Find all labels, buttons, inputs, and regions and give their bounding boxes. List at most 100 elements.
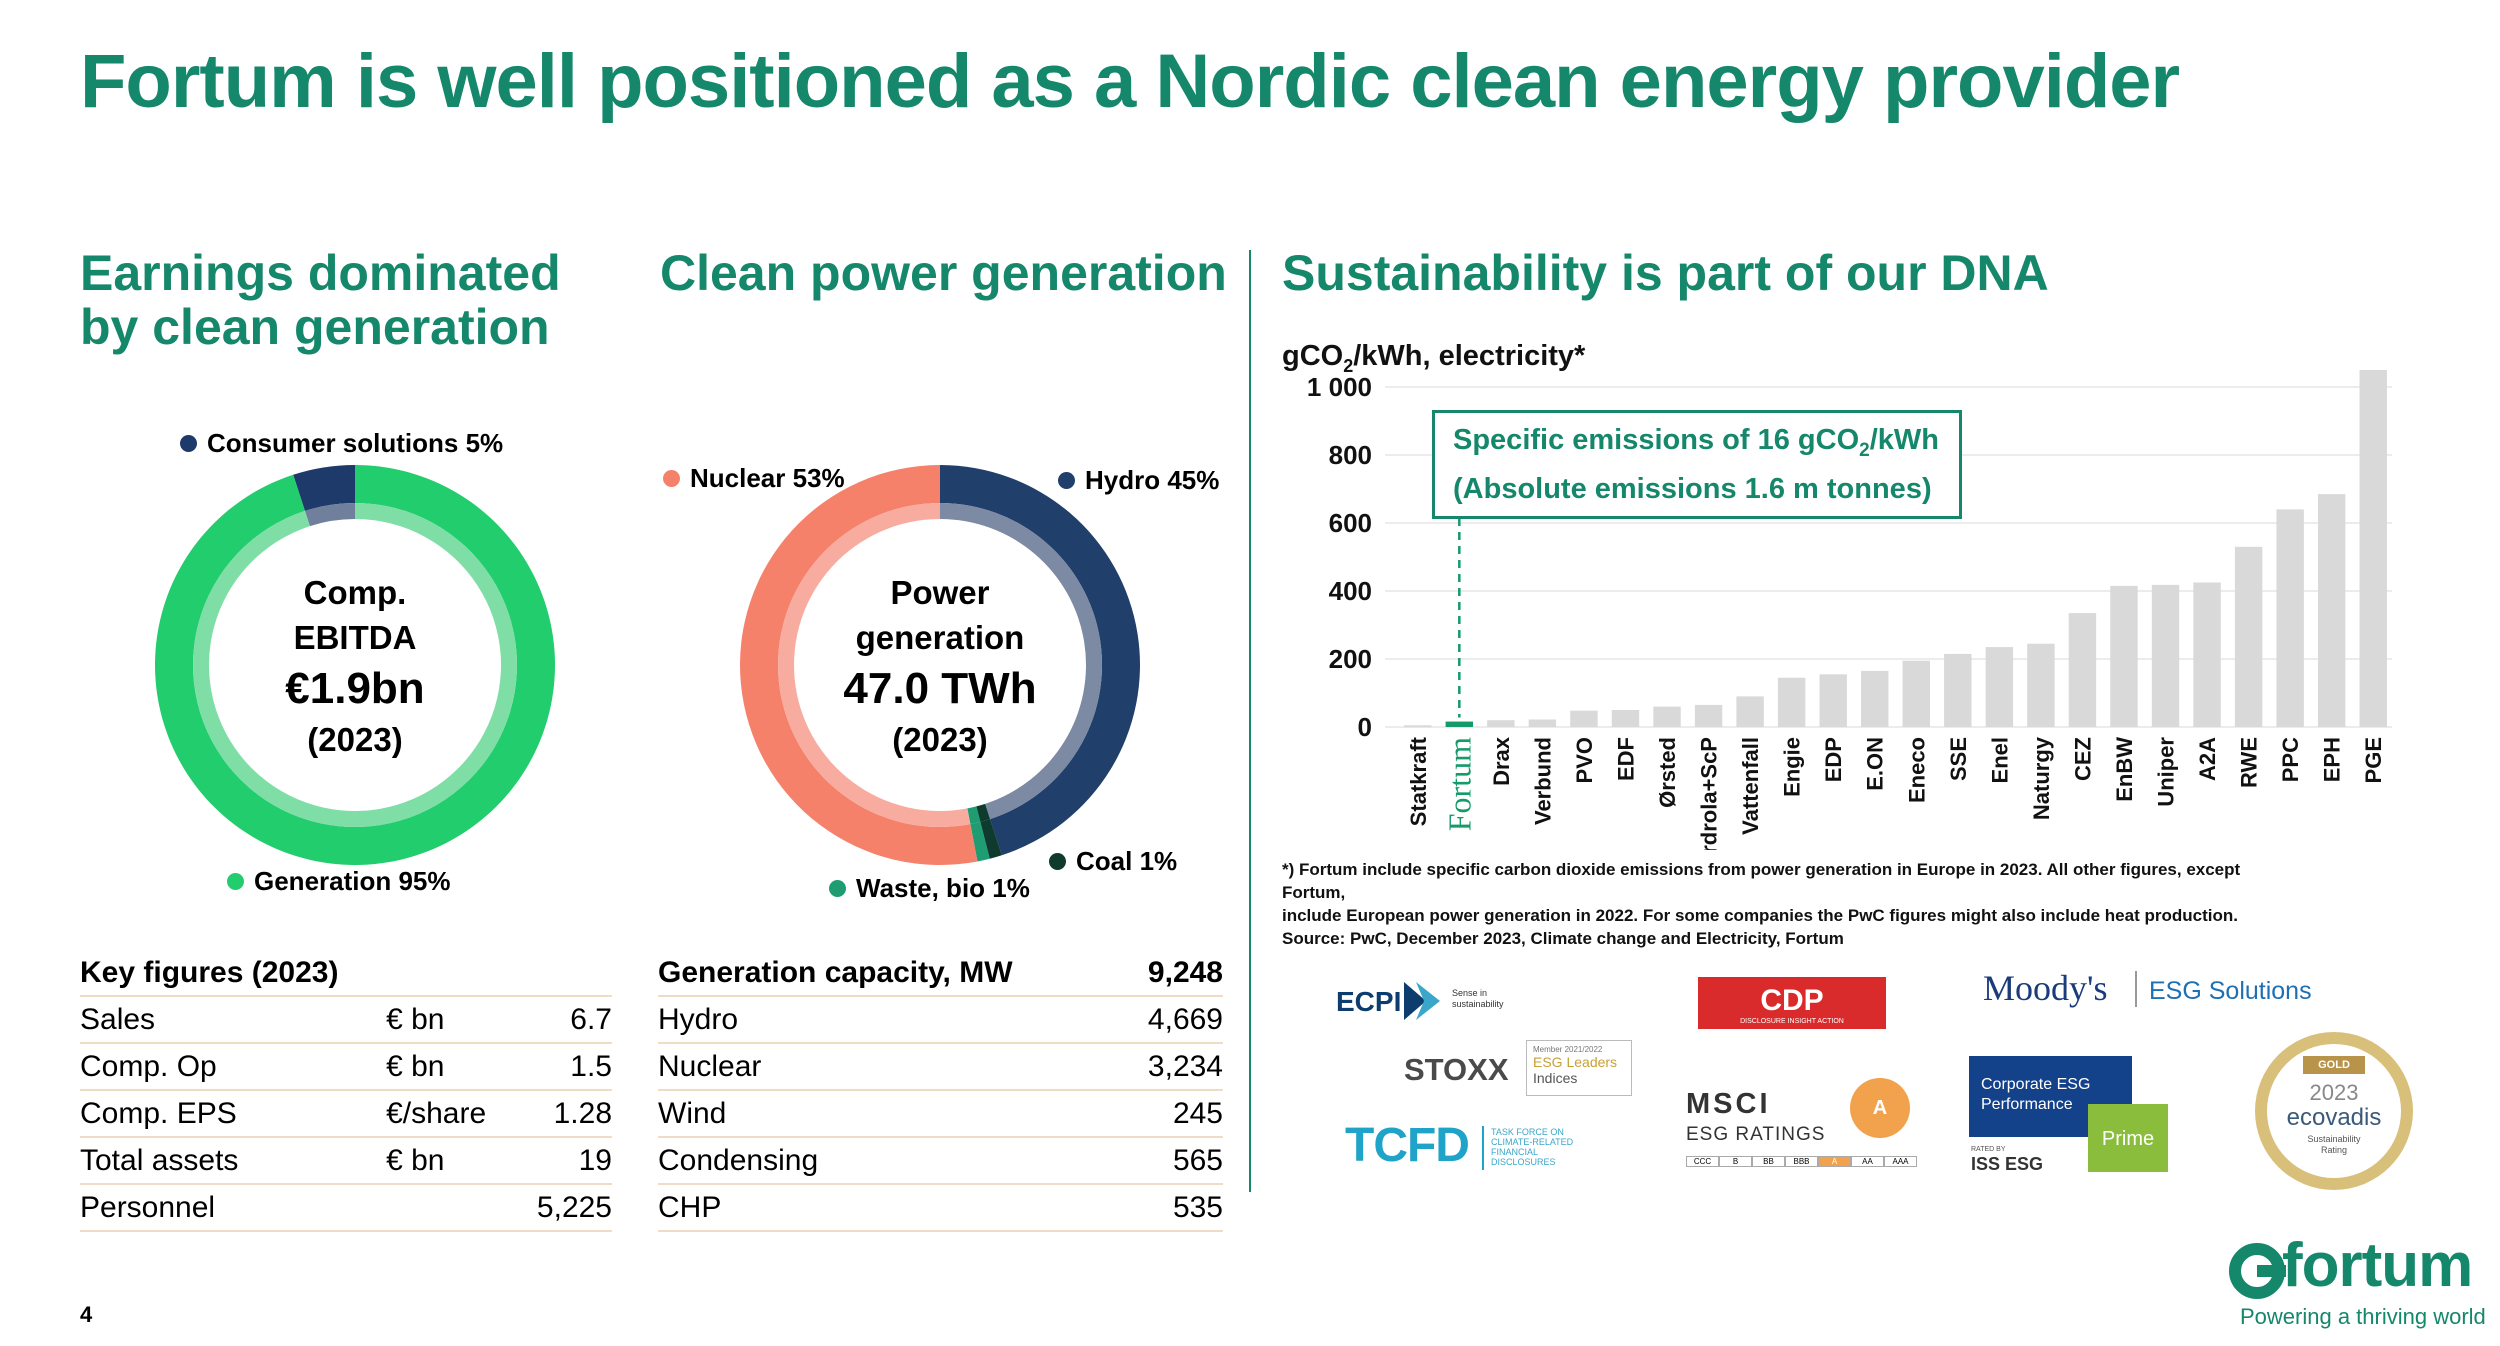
donut-slice-inner-coal <box>976 803 991 822</box>
ecovadis-gold: GOLD <box>2318 1059 2350 1071</box>
power-center-value: 47.0 TWh <box>843 664 1037 713</box>
page-title: Fortum is well positioned as a Nordic cl… <box>80 39 2180 124</box>
kf-label: Sales <box>80 996 387 1044</box>
bar-iberdrola-scp <box>1694 704 1723 727</box>
moodys-esg-logo: Moody's ESG Solutions <box>1983 965 2333 1015</box>
capacity-label: CHP <box>658 1184 1098 1232</box>
sustainability-title: Sustainability is part of our DNA <box>1282 245 2049 301</box>
bar-vattenfall <box>1736 696 1764 727</box>
msci-scale-item: B <box>1719 1156 1752 1167</box>
msci-scale-item: AAA <box>1884 1156 1917 1167</box>
ecpi-logo-text: ECPI <box>1336 986 1402 1017</box>
legend-hydro: Hydro 45% <box>1058 465 1219 496</box>
x-tick-label: PPC <box>2278 737 2303 782</box>
iss-box: Corporate ESG Performance <box>1969 1056 2132 1137</box>
tcfd-subtitle: TASK FORCE ON CLIMATE-RELATED FINANCIAL … <box>1491 1127 1573 1167</box>
legend-nuclear-label: Nuclear 53% <box>690 463 845 493</box>
legend-dot-consumer <box>180 435 197 452</box>
bar-engie <box>1777 677 1806 727</box>
bar-edf <box>1611 710 1640 727</box>
x-tick-label: EDF <box>1613 737 1638 781</box>
msci-esg-ratings-logo: MSCI ESG RATINGS A CCC B BB BBB A AA AAA <box>1684 1074 1917 1172</box>
ecpi-logo: ECPI Sense in sustainability <box>1336 978 1516 1024</box>
cdp-logo: CDP DISCLOSURE INSIGHT ACTION <box>1698 977 1886 1029</box>
x-tick-label: Fortum <box>1441 737 1477 831</box>
fortum-logo-text: fortum <box>2282 1231 2473 1300</box>
table-row: Total assets € bn 19 <box>80 1137 612 1185</box>
clean-power-title: Clean power generation <box>660 245 1227 301</box>
kf-label: Comp. Op <box>80 1043 387 1091</box>
kf-value: 19 <box>536 1137 612 1185</box>
moodys-logo-text: Moody's <box>1983 968 2108 1008</box>
kf-label: Comp. EPS <box>80 1090 387 1138</box>
bar-statkraft <box>1404 725 1432 728</box>
capacity-header-row: Generation capacity, MW 9,248 <box>658 950 1223 997</box>
legend-dot-coal <box>1049 853 1066 870</box>
cdp-subtitle: DISCLOSURE INSIGHT ACTION <box>1740 1018 1844 1025</box>
tcfd-sub-line: CLIMATE-RELATED <box>1491 1137 1574 1147</box>
kf-unit: €/share <box>386 1090 537 1138</box>
x-tick-label: RWE <box>2237 737 2262 788</box>
bar-naturgy <box>2027 643 2055 727</box>
tcfd-logo: TCFD TASK FORCE ON CLIMATE-RELATED FINAN… <box>1345 1118 1595 1180</box>
kf-unit: € bn <box>386 1043 537 1091</box>
emissions-bar-chart: 0 200 400 600 800 1 000 Statkraft Fortum Drax Ver… <box>1307 370 2392 850</box>
callout-line2: (Absolute emissions 1.6 m tonnes) <box>1453 472 1932 505</box>
donut-slice-hydro <box>940 465 1140 856</box>
cdp-logo-text: CDP <box>1760 984 1824 1017</box>
stoxx-logo-text: STOXX <box>1404 1052 1509 1087</box>
unit-sub: 2 <box>1343 355 1354 376</box>
donut-slice-inner-hydro <box>940 503 1102 820</box>
bar-eneco <box>1902 660 1930 727</box>
power-center-line1: Power <box>890 574 990 611</box>
x-tick-label: Drax <box>1489 736 1514 786</box>
table-row: Personnel 5,225 <box>80 1184 612 1232</box>
iss-name: ISS ESG <box>1971 1154 2044 1174</box>
stoxx-esg-leaders-logo: STOXX Member 2021/2022 ESG Leaders Indic… <box>1404 1040 1634 1096</box>
donut-slice-inner-waste-bio <box>967 806 981 825</box>
bar-rwe <box>2234 546 2263 727</box>
power-center-year: (2023) <box>892 721 988 758</box>
emissions-callout: Specific emissions of 16 gCO2/kWh (Absol… <box>1432 410 1962 519</box>
earnings-center-year: (2023) <box>307 721 403 758</box>
bar-enbw <box>2110 585 2138 727</box>
stoxx-badge: Member 2021/2022 ESG Leaders Indices <box>1526 1040 1632 1096</box>
kf-unit: € bn <box>386 1137 537 1185</box>
x-tick-label: PGE <box>2361 737 2386 783</box>
x-tick-label: SSE <box>1946 737 1971 781</box>
earnings-center-line2: EBITDA <box>293 619 417 656</box>
earnings-title: Earnings dominated by clean generation <box>80 246 561 354</box>
capacity-header: Generation capacity, MW <box>658 950 1098 997</box>
legend-generation-label: Generation 95% <box>254 866 451 896</box>
legend-coal: Coal 1% <box>1049 846 1177 877</box>
iss-title2: Performance <box>1981 1096 2073 1113</box>
x-tick-label: Enel <box>1987 737 2012 783</box>
y-tick-label: 0 <box>1358 712 1372 742</box>
legend-coal-label: Coal 1% <box>1076 846 1178 876</box>
y-tick-label: 400 <box>1329 576 1372 606</box>
iss-prime-box: Prime <box>2088 1104 2168 1172</box>
x-tick-label: EnBW <box>2112 737 2137 802</box>
bar-drax <box>1487 720 1515 727</box>
ecovadis-sub2: Rating <box>2320 1145 2347 1155</box>
table-row: CHP 535 <box>658 1184 1223 1232</box>
iss-title1: Corporate ESG <box>1981 1076 2091 1093</box>
table-row: Sales € bn 6.7 <box>80 996 612 1044</box>
table-row: Comp. EPS €/share 1.28 <box>80 1090 612 1138</box>
x-tick-label: Iberdrola+ScP <box>1697 737 1722 850</box>
msci-grade: A <box>1872 1097 1888 1119</box>
fortum-logo: fortum <box>2228 1231 2488 1304</box>
tcfd-sub-line: TASK FORCE ON <box>1491 1127 1564 1137</box>
chart-footnote: *) Fortum include specific carbon dioxid… <box>1282 858 2302 950</box>
callout-line1: Specific emissions of 16 gCO2/kWh <box>1453 421 1939 470</box>
key-figures-header-row: Key figures (2023) <box>80 950 612 997</box>
x-tick-label: E.ON <box>1863 737 1888 791</box>
msci-grade-badge: A <box>1850 1078 1910 1138</box>
x-tick-label: Vattenfall <box>1738 737 1763 835</box>
tcfd-sub-line: DISCLOSURES <box>1491 1157 1556 1167</box>
legend-consumer-label: Consumer solutions 5% <box>207 428 504 458</box>
kf-label: Personnel <box>80 1184 387 1232</box>
kf-unit: € bn <box>386 996 537 1044</box>
y-tick-label: 1 000 <box>1307 372 1372 402</box>
iss-esg-prime-logo: Corporate ESG Performance Prime RATED BY… <box>1969 1056 2169 1176</box>
